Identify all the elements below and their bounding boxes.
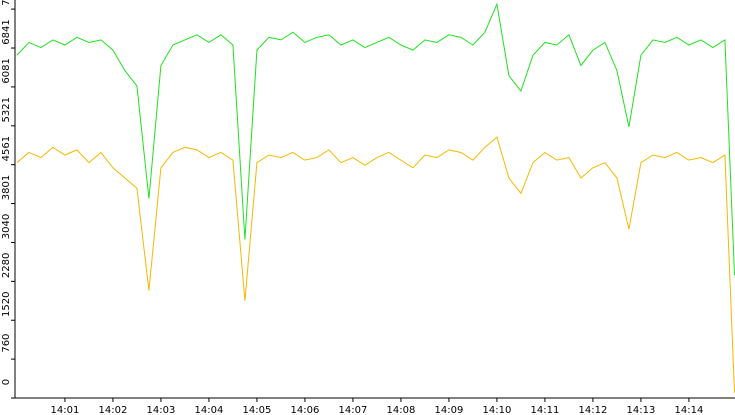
line-series bbox=[16, 136, 735, 393]
x-tick-label: 14:06 bbox=[291, 405, 320, 415]
y-tick-label: 6841 bbox=[1, 19, 12, 44]
y-tick-label: 7602 bbox=[1, 0, 12, 6]
x-tick-label: 14:02 bbox=[99, 405, 128, 415]
x-tick-label: 14:03 bbox=[147, 405, 176, 415]
x-tick-label: 14:12 bbox=[579, 405, 608, 415]
x-tick-label: 14:07 bbox=[339, 405, 368, 415]
x-tick-label: 14:10 bbox=[483, 405, 512, 415]
y-tick-label: 2280 bbox=[1, 253, 12, 278]
y-tick-label: 6081 bbox=[1, 58, 12, 83]
x-tick-label: 14:14 bbox=[675, 405, 704, 415]
y-tick-label: 4561 bbox=[1, 136, 12, 161]
y-tick-label: 5321 bbox=[1, 97, 12, 122]
x-tick-label: 14:09 bbox=[435, 405, 464, 415]
y-tick-label: 3040 bbox=[1, 214, 12, 239]
x-tick-label: 14:05 bbox=[243, 405, 272, 415]
y-tick-label: 0 bbox=[1, 379, 12, 385]
y-tick-label: 3801 bbox=[1, 175, 12, 200]
x-tick-label: 14:13 bbox=[627, 405, 656, 415]
x-tick-label: 14:08 bbox=[387, 405, 416, 415]
y-tick-label: 1520 bbox=[1, 292, 12, 317]
line-series bbox=[16, 2, 735, 276]
x-tick-label: 14:04 bbox=[195, 405, 224, 415]
y-tick-label: 760 bbox=[1, 334, 12, 353]
x-tick-label: 14:11 bbox=[531, 405, 560, 415]
x-tick-label: 14:01 bbox=[51, 405, 80, 415]
